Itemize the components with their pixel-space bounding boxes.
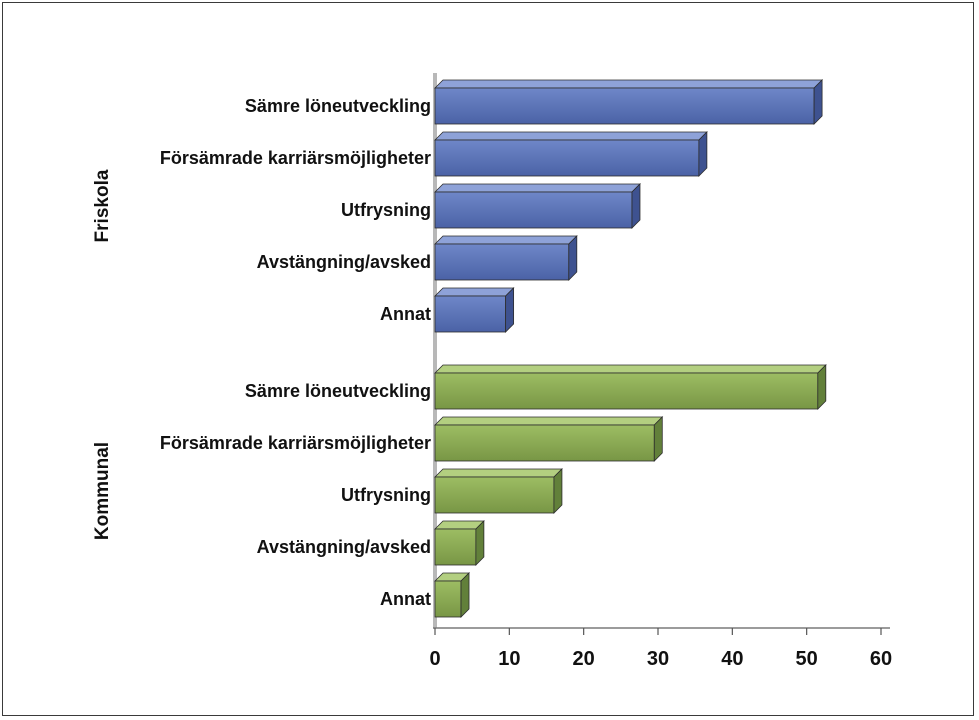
bar-front-face <box>434 243 570 281</box>
bar-friskola-4 <box>434 235 578 281</box>
bar-friskola-1 <box>434 79 824 125</box>
bar-top-face <box>434 416 664 426</box>
bar-front-face <box>434 191 633 229</box>
bar-front-face <box>434 87 815 125</box>
bar-side-face <box>505 287 515 333</box>
category-label: Avstängning/avsked <box>257 537 431 557</box>
bar-side-face <box>817 364 827 410</box>
bar-side-face <box>698 131 708 177</box>
bar-front-face <box>434 295 507 333</box>
category-label: Utfrysning <box>341 485 431 505</box>
bar-kommunal-4 <box>434 520 485 566</box>
bar-top-face <box>434 287 515 297</box>
x-tick-label: 50 <box>796 648 818 670</box>
bar-side-face <box>475 520 485 566</box>
group-label-kommunal: Kommunal <box>92 442 113 540</box>
bar-side-face <box>813 79 823 125</box>
category-label: Utfrysning <box>341 200 431 220</box>
category-label: Annat <box>380 304 431 324</box>
bar-chart: Sämre löneutveckling Försämrade karriärsm… <box>92 73 892 670</box>
bar-kommunal-5 <box>434 572 470 618</box>
x-tick-label: 10 <box>498 648 520 670</box>
bar-top-face <box>434 79 824 89</box>
category-label: Sämre löneutveckling <box>245 96 431 116</box>
category-label: Försämrade karriärsmöjligheter <box>160 433 431 453</box>
bar-friskola-2 <box>434 131 708 177</box>
bar-front-face <box>434 580 462 618</box>
bar-top-face <box>434 468 563 478</box>
category-label: Avstängning/avsked <box>257 252 431 272</box>
bar-side-face <box>553 468 563 514</box>
x-tick-label: 30 <box>647 648 669 670</box>
bar-kommunal-2 <box>434 416 664 462</box>
bar-side-face <box>568 235 578 281</box>
x-tick-label: 60 <box>870 648 892 670</box>
bar-front-face <box>434 528 477 566</box>
bar-top-face <box>434 183 641 193</box>
bar-friskola-3 <box>434 183 641 229</box>
bar-side-face <box>631 183 641 229</box>
bar-front-face <box>434 139 700 177</box>
x-tick-label: 0 <box>429 648 440 670</box>
bar-front-face <box>434 372 819 410</box>
bar-kommunal-1 <box>434 364 827 410</box>
bar-side-face <box>460 572 470 618</box>
group-label-friskola: Friskola <box>92 169 113 242</box>
bar-front-face <box>434 424 655 462</box>
x-tick-label: 20 <box>573 648 595 670</box>
category-label: Sämre löneutveckling <box>245 381 431 401</box>
x-tick-label: 40 <box>721 648 743 670</box>
bar-top-face <box>434 364 827 374</box>
bar-friskola-5 <box>434 287 515 333</box>
bar-top-face <box>434 131 708 141</box>
bar-front-face <box>434 476 555 514</box>
category-label: Annat <box>380 589 431 609</box>
bar-side-face <box>653 416 663 462</box>
category-label: Försämrade karriärsmöjligheter <box>160 148 431 168</box>
bar-top-face <box>434 235 578 245</box>
bar-kommunal-3 <box>434 468 563 514</box>
